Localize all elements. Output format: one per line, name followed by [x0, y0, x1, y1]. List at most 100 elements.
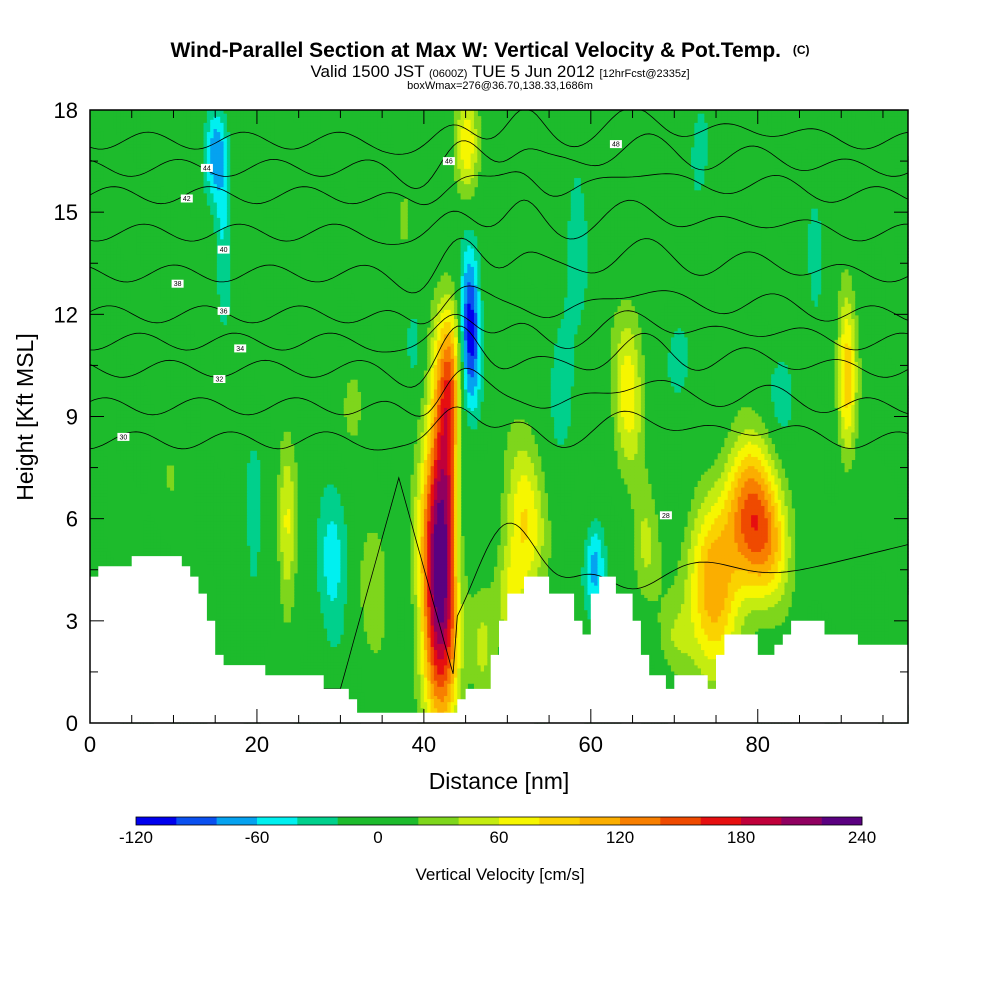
velocity-cell [313, 664, 318, 669]
velocity-cell [831, 624, 836, 629]
velocity-cell [774, 609, 779, 614]
velocity-cell [420, 658, 425, 663]
velocity-cell [427, 615, 432, 620]
velocity-cell [310, 615, 315, 620]
velocity-cell [664, 649, 669, 654]
velocity-cell [731, 609, 735, 614]
velocity-cell [453, 686, 458, 690]
velocity-cell [680, 664, 685, 669]
velocity-cell [236, 627, 241, 632]
velocity-cell [420, 637, 425, 641]
velocity-cell [493, 646, 498, 651]
velocity-cell [467, 655, 472, 660]
velocity-cell [670, 615, 675, 620]
velocity-cell [450, 618, 455, 623]
velocity-cell [360, 701, 365, 706]
velocity-cell [310, 652, 315, 657]
velocity-cell [477, 673, 482, 678]
velocity-cell [377, 624, 382, 629]
velocity-cell [687, 658, 692, 663]
velocity-cell [323, 618, 328, 623]
velocity-cell [467, 640, 472, 644]
velocity-cell [423, 689, 428, 693]
velocity-cell [413, 683, 418, 687]
velocity-cell [470, 658, 475, 663]
velocity-cell [487, 670, 492, 675]
velocity-cell [353, 683, 358, 687]
velocity-cell [243, 621, 248, 626]
velocity-cell [417, 686, 422, 690]
velocity-cell [867, 640, 872, 644]
velocity-cell [230, 637, 235, 641]
velocity-cell [233, 637, 238, 641]
velocity-cell [423, 710, 428, 715]
velocity-cell [884, 637, 889, 641]
velocity-cell [711, 637, 715, 641]
velocity-cell [433, 646, 438, 651]
velocity-cell [423, 686, 428, 690]
velocity-cell [430, 652, 435, 657]
velocity-cell [340, 618, 345, 623]
velocity-cell [861, 618, 866, 623]
velocity-cell [467, 652, 472, 657]
velocity-cell [463, 673, 468, 678]
velocity-cell [717, 621, 722, 626]
velocity-cell [477, 631, 482, 635]
velocity-cell [266, 618, 271, 623]
velocity-cell [313, 670, 318, 675]
velocity-cell [323, 627, 328, 632]
velocity-cell [473, 634, 478, 638]
velocity-cell [667, 618, 672, 623]
velocity-cell [490, 637, 495, 641]
velocity-cell [754, 615, 759, 620]
velocity-cell [480, 627, 485, 632]
velocity-cell [453, 627, 458, 632]
velocity-cell [483, 621, 488, 626]
velocity-cell [330, 670, 335, 675]
velocity-cell [717, 643, 722, 647]
velocity-cell [717, 627, 722, 632]
velocity-cell [767, 609, 772, 614]
velocity-cell [731, 612, 735, 617]
velocity-cell [240, 652, 245, 657]
velocity-cell [240, 609, 245, 614]
velocity-cell [851, 624, 856, 629]
velocity-cell [587, 618, 592, 623]
velocity-cell [460, 686, 465, 690]
velocity-cell [233, 646, 238, 651]
velocity-cell [226, 612, 231, 617]
velocity-cell [467, 680, 472, 684]
velocity-cell [443, 655, 448, 660]
velocity-cell [867, 612, 872, 617]
velocity-cell [670, 643, 675, 647]
velocity-cell [263, 609, 268, 614]
velocity-cell [824, 627, 829, 632]
velocity-cell [460, 643, 465, 647]
velocity-cell [467, 618, 472, 623]
velocity-cell [320, 609, 325, 614]
velocity-cell [347, 664, 352, 669]
velocity-cell [440, 661, 445, 666]
velocity-cell [413, 634, 418, 638]
velocity-cell [360, 707, 365, 712]
velocity-cell [373, 624, 378, 629]
velocity-cell [433, 634, 438, 638]
velocity-cell [343, 646, 348, 651]
velocity-cell [457, 677, 462, 681]
velocity-cell [337, 664, 342, 669]
velocity-cell [483, 649, 488, 654]
velocity-cell [714, 627, 719, 632]
velocity-cell [433, 667, 438, 672]
velocity-cell [707, 643, 712, 647]
velocity-cell [363, 612, 368, 617]
velocity-cell [380, 618, 385, 623]
velocity-cell [884, 634, 889, 638]
velocity-cell [327, 624, 331, 629]
velocity-cell [827, 624, 832, 629]
velocity-cell [433, 701, 438, 706]
velocity-cell [360, 710, 365, 715]
velocity-cell [440, 673, 445, 678]
velocity-cell [460, 631, 465, 635]
velocity-cell [667, 634, 672, 638]
velocity-cell [420, 664, 425, 669]
